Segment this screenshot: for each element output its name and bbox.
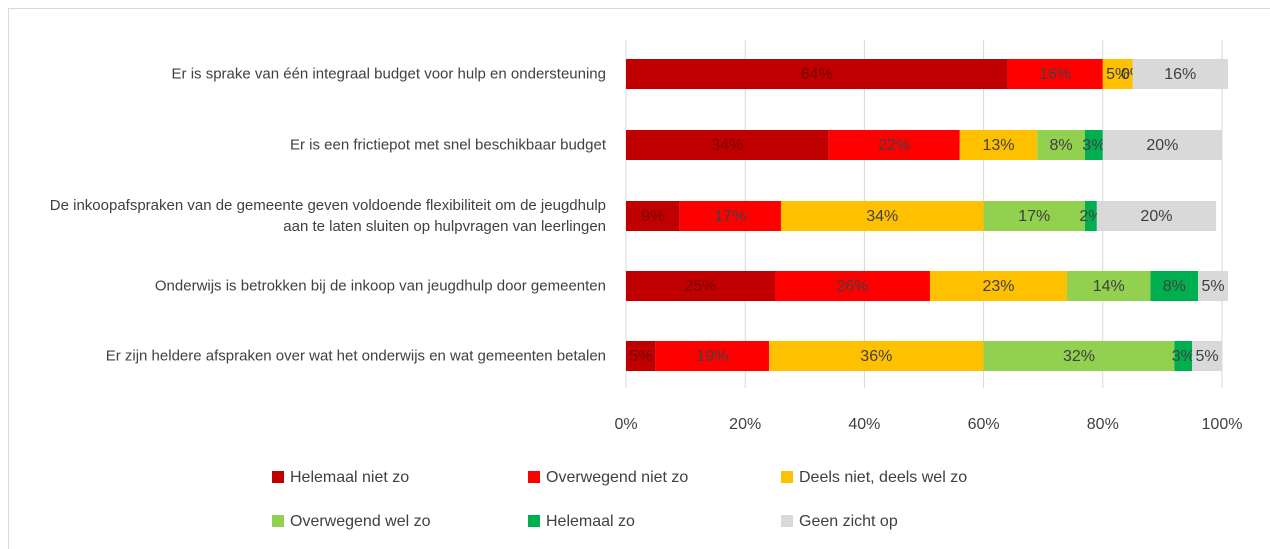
data-label: 13% (982, 137, 1014, 154)
bar-segment (929, 271, 1068, 301)
data-label: 16% (1039, 66, 1071, 83)
bar-segment (1174, 341, 1193, 371)
bar-segment (626, 130, 829, 160)
data-label: 36% (860, 348, 892, 365)
data-label: 3% (1082, 137, 1105, 154)
bar-segment (959, 130, 1038, 160)
data-label: 17% (1018, 208, 1050, 225)
data-label: 14% (1093, 278, 1125, 295)
bar-segment (626, 59, 1008, 89)
x-tick-label: 20% (729, 416, 761, 433)
bar-segment (983, 341, 1175, 371)
data-label: 32% (1063, 348, 1095, 365)
bar-segment (626, 201, 680, 231)
data-label: 34% (866, 208, 898, 225)
data-label: 26% (836, 278, 868, 295)
data-label: 9% (641, 208, 664, 225)
bar-segment (769, 341, 984, 371)
category-label: Er is een frictiepot met snel beschikbaa… (289, 136, 606, 154)
bar-segment (1150, 271, 1199, 301)
legend-swatch (528, 471, 540, 483)
data-label: 5% (1106, 66, 1129, 83)
bar-segment (1007, 59, 1103, 89)
x-tick-label: 40% (848, 416, 880, 433)
bar-segment (1067, 271, 1151, 301)
chart-border (8, 8, 1270, 549)
category-label: Onderwijs is betrokken bij de inkoop van… (154, 277, 606, 295)
legend-swatch (781, 515, 793, 527)
data-label: 16% (1164, 66, 1196, 83)
legend-label: Deels niet, deels wel zo (799, 469, 967, 486)
bar-segment (655, 341, 770, 371)
bar-segment (1102, 59, 1133, 89)
bar-segment (775, 271, 930, 301)
data-label: 64% (801, 66, 833, 83)
data-label: 2% (1079, 208, 1102, 225)
data-label: 34% (711, 137, 743, 154)
data-label: 5% (1201, 278, 1224, 295)
data-label: 5% (1196, 348, 1219, 365)
legend-label: Overwegend niet zo (546, 469, 688, 486)
data-label: 3% (1172, 348, 1195, 365)
data-label: 23% (982, 278, 1014, 295)
legend-label: Helemaal zo (546, 513, 635, 530)
bar-segment (1037, 130, 1085, 160)
legend-label: Helemaal niet zo (290, 469, 409, 486)
bar-segment (1084, 201, 1097, 231)
bar-segment (1102, 130, 1222, 160)
bar-segment (1096, 201, 1217, 231)
data-label: 20% (1140, 208, 1172, 225)
bar-segment (1198, 271, 1228, 301)
bar-segment (679, 201, 781, 231)
data-label: 22% (878, 137, 910, 154)
x-tick-label: 100% (1202, 416, 1243, 433)
bar-segment (626, 341, 656, 371)
legend-label: Overwegend wel zo (290, 513, 431, 530)
data-label: 20% (1146, 137, 1178, 154)
legend-swatch (272, 515, 284, 527)
x-tick-label: 80% (1087, 416, 1119, 433)
data-label: 19% (696, 348, 728, 365)
category-label: Er zijn heldere afspraken over wat het o… (105, 347, 606, 365)
legend-swatch (781, 471, 793, 483)
bar-segment (828, 130, 960, 160)
data-label: 17% (714, 208, 746, 225)
bar-segment (1084, 130, 1103, 160)
legend-swatch (272, 471, 284, 483)
bar-segment (1132, 59, 1228, 89)
category-label: De inkoopafspraken van de gemeente geven… (49, 197, 606, 235)
data-label: 8% (1050, 137, 1073, 154)
bar-segment (983, 201, 1085, 231)
x-tick-label: 60% (968, 416, 1000, 433)
bar-segment (780, 201, 984, 231)
category-label: Er is sprake van één integraal budget vo… (171, 65, 606, 83)
data-label: 8% (1163, 278, 1186, 295)
x-tick-label: 0% (614, 416, 637, 433)
bar-segment (626, 271, 775, 301)
data-label: 5% (629, 348, 652, 365)
legend-label: Geen zicht op (799, 513, 898, 530)
legend-swatch (528, 515, 540, 527)
data-label: 25% (684, 278, 716, 295)
bar-segment (1192, 341, 1222, 371)
